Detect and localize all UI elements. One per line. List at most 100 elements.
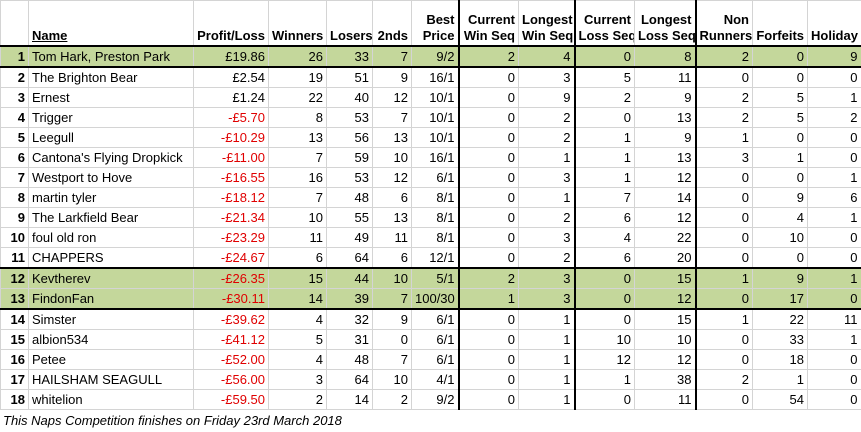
value-cell: 16/1 xyxy=(412,148,459,168)
value-cell: 0 xyxy=(459,350,519,370)
value-cell: 8 xyxy=(635,46,696,67)
value-cell: 0 xyxy=(575,289,635,310)
value-cell: 1 xyxy=(808,168,861,188)
header-text: 2nds xyxy=(376,28,408,44)
value-cell: 4 xyxy=(753,208,808,228)
value-cell: 0 xyxy=(808,128,861,148)
value-cell: 0 xyxy=(696,330,753,350)
value-cell: 54 xyxy=(753,390,808,410)
name-cell: Tom Hark, Preston Park xyxy=(29,46,194,67)
value-cell: 53 xyxy=(327,168,373,188)
value-cell: 15 xyxy=(635,268,696,289)
name-cell: Petee xyxy=(29,350,194,370)
value-cell: 64 xyxy=(327,370,373,390)
value-cell: 1 xyxy=(519,350,575,370)
value-cell: 2 xyxy=(808,108,861,128)
value-cell: 5 xyxy=(753,88,808,108)
value-cell: 0 xyxy=(808,350,861,370)
value-cell: 2 xyxy=(575,88,635,108)
value-cell: -£30.11 xyxy=(194,289,269,310)
rank-cell: 6 xyxy=(1,148,29,168)
value-cell: 4 xyxy=(575,228,635,248)
value-cell: 6 xyxy=(575,208,635,228)
value-cell: -£41.12 xyxy=(194,330,269,350)
value-cell: 2 xyxy=(519,248,575,269)
value-cell: 1 xyxy=(696,268,753,289)
rank-cell: 2 xyxy=(1,67,29,88)
value-cell: 9 xyxy=(635,128,696,148)
value-cell: 0 xyxy=(753,128,808,148)
value-cell: 0 xyxy=(459,67,519,88)
value-cell: 8/1 xyxy=(412,228,459,248)
value-cell: 2 xyxy=(269,390,327,410)
name-cell: Cantona's Flying Dropkick xyxy=(29,148,194,168)
value-cell: 0 xyxy=(459,88,519,108)
rank-cell: 15 xyxy=(1,330,29,350)
value-cell: 6 xyxy=(808,188,861,208)
value-cell: 1 xyxy=(575,128,635,148)
value-cell: 16 xyxy=(269,168,327,188)
value-cell: 11 xyxy=(269,228,327,248)
value-cell: 1 xyxy=(753,148,808,168)
rank-cell: 9 xyxy=(1,208,29,228)
header-text: Win Seq xyxy=(463,28,516,44)
value-cell: 13 xyxy=(373,208,412,228)
value-cell: 1 xyxy=(753,370,808,390)
value-cell: 9/2 xyxy=(412,46,459,67)
value-cell: 22 xyxy=(635,228,696,248)
header-text: Current xyxy=(579,12,632,28)
rank-cell: 10 xyxy=(1,228,29,248)
value-cell: 6 xyxy=(373,248,412,269)
value-cell: 2 xyxy=(696,370,753,390)
value-cell: -£23.29 xyxy=(194,228,269,248)
value-cell: 0 xyxy=(459,208,519,228)
value-cell: 0 xyxy=(808,289,861,310)
header-text: Profit/Loss xyxy=(197,28,265,44)
value-cell: 5 xyxy=(753,108,808,128)
value-cell: £1.24 xyxy=(194,88,269,108)
value-cell: 0 xyxy=(575,390,635,410)
header-text: Losers xyxy=(330,28,369,44)
value-cell: 20 xyxy=(635,248,696,269)
value-cell: 12 xyxy=(635,289,696,310)
value-cell: 18 xyxy=(753,350,808,370)
value-cell: 0 xyxy=(459,248,519,269)
value-cell: -£26.35 xyxy=(194,268,269,289)
name-cell: Simster xyxy=(29,309,194,330)
value-cell: 0 xyxy=(575,108,635,128)
value-cell: 0 xyxy=(696,168,753,188)
value-cell: 8/1 xyxy=(412,188,459,208)
value-cell: 1 xyxy=(808,330,861,350)
value-cell: 2 xyxy=(459,46,519,67)
rank-cell: 8 xyxy=(1,188,29,208)
name-cell: whitelion xyxy=(29,390,194,410)
value-cell: 0 xyxy=(459,309,519,330)
value-cell: 40 xyxy=(327,88,373,108)
value-cell: 3 xyxy=(519,168,575,188)
value-cell: 4 xyxy=(269,350,327,370)
value-cell: 64 xyxy=(327,248,373,269)
value-cell: 7 xyxy=(575,188,635,208)
value-cell: 22 xyxy=(753,309,808,330)
value-cell: 33 xyxy=(753,330,808,350)
header-text: Loss Seq xyxy=(638,28,692,44)
value-cell: 4 xyxy=(269,309,327,330)
header-text: Holiday xyxy=(811,28,858,44)
value-cell: 11 xyxy=(808,309,861,330)
value-cell: 0 xyxy=(808,390,861,410)
header-text: Non xyxy=(700,12,750,28)
column-header: Holiday xyxy=(808,1,861,47)
name-cell: The Brighton Bear xyxy=(29,67,194,88)
value-cell: 9 xyxy=(808,46,861,67)
value-cell: 3 xyxy=(519,228,575,248)
value-cell: 1 xyxy=(696,128,753,148)
value-cell: 0 xyxy=(459,390,519,410)
value-cell: 11 xyxy=(373,228,412,248)
value-cell: 12 xyxy=(635,168,696,188)
value-cell: 2 xyxy=(519,128,575,148)
header-text: Win Seq xyxy=(522,28,571,44)
